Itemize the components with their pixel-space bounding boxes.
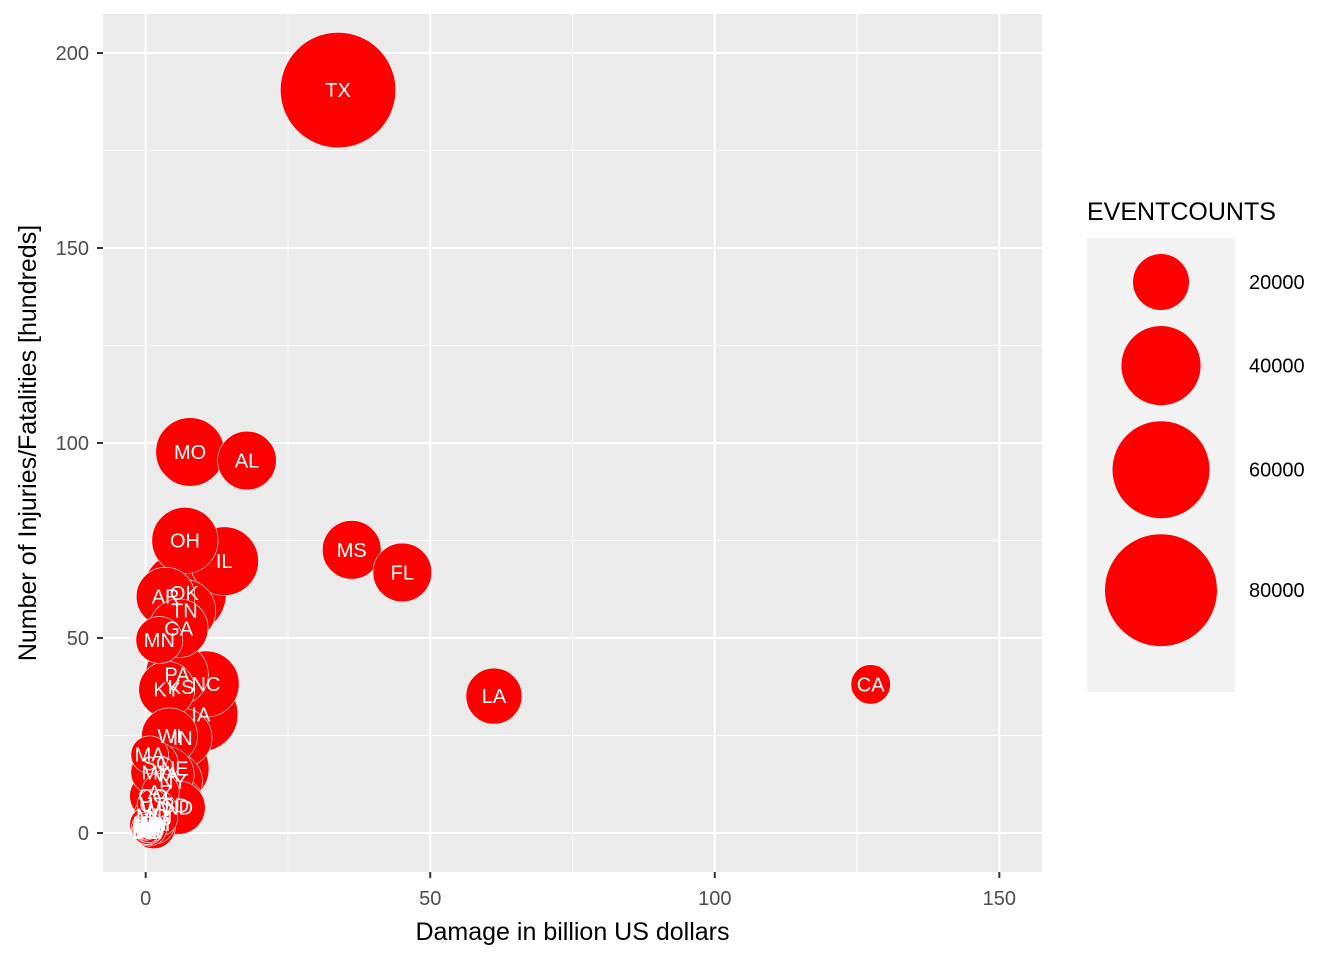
point-label-nv: NV xyxy=(139,821,167,843)
point-al xyxy=(217,430,277,491)
point-label-sd: SD xyxy=(161,796,189,818)
point-label-va: VA xyxy=(154,765,180,787)
legend-key-40000 xyxy=(1121,326,1201,406)
point-label-me: ME xyxy=(132,814,162,836)
point-label-tn: TN xyxy=(171,601,198,623)
legend-key-60000 xyxy=(1112,421,1210,519)
point-label-mn: MN xyxy=(144,630,175,652)
point-label-hi: HI xyxy=(137,821,157,843)
point-label-wv: WV xyxy=(142,799,175,821)
point-label-nd: ND xyxy=(164,798,193,820)
legend-key-20000 xyxy=(1133,254,1189,310)
point-label-ut: UT xyxy=(139,795,166,817)
y-tick-label: 100 xyxy=(56,433,89,455)
point-tx xyxy=(280,32,397,149)
x-tick-label: 100 xyxy=(698,888,731,910)
point-label-ne: NE xyxy=(161,759,189,781)
y-tick-label: 200 xyxy=(56,43,89,65)
legend: EVENTCOUNTS 20000 40000 60000 80000 xyxy=(1087,198,1305,692)
major-gridlines xyxy=(103,14,1042,872)
x-tick-label: 150 xyxy=(983,888,1016,910)
y-tick-label: 50 xyxy=(67,628,89,650)
point-label-ky: KY xyxy=(153,679,180,701)
point-label-sc: SC xyxy=(143,754,171,776)
point-label-mt: MT xyxy=(139,817,168,839)
point-label-ga: GA xyxy=(164,618,194,640)
point-mn xyxy=(135,616,184,664)
point-label-ri: RI xyxy=(136,822,156,844)
point-label-fl: FL xyxy=(391,562,414,584)
legend-items: 20000 40000 60000 80000 xyxy=(1105,254,1305,647)
point-dc xyxy=(140,826,153,839)
point-label-ok: OK xyxy=(170,583,200,605)
point-label-ms: MS xyxy=(337,540,367,562)
y-tick-label: 0 xyxy=(78,823,89,845)
point-label-wa: WA xyxy=(134,813,166,835)
point-label-ca: CA xyxy=(857,674,885,696)
x-tick-label: 50 xyxy=(419,888,441,910)
point-fl xyxy=(372,542,433,603)
legend-key-80000 xyxy=(1105,534,1217,647)
point-label-tx: TX xyxy=(325,80,351,102)
x-axis: 0 50 100 150 xyxy=(140,872,1016,910)
legend-label-20000: 20000 xyxy=(1249,272,1305,294)
point-label-oh: OH xyxy=(170,531,200,553)
y-tick-label: 150 xyxy=(56,238,89,260)
point-label-co: CO xyxy=(138,786,168,808)
point-label-ak: AK xyxy=(135,822,162,844)
point-label-ny: NY xyxy=(159,772,187,794)
point-label-pa: PA xyxy=(164,664,190,686)
point-label-nc: NC xyxy=(192,674,221,696)
point-label-nm: NM xyxy=(139,814,170,836)
point-label-mo: MO xyxy=(174,442,206,464)
point-label-ks: KS xyxy=(168,677,195,699)
legend-title: EVENTCOUNTS xyxy=(1087,198,1276,226)
point-label-ma: MA xyxy=(135,745,166,767)
x-tick-label: 0 xyxy=(140,888,151,910)
x-axis-title: Damage in billion US dollars xyxy=(415,918,729,946)
y-axis-title: Number of Injuries/Fatalities [hundreds] xyxy=(14,225,42,661)
point-label-az: AZ xyxy=(148,782,174,804)
point-label-in: IN xyxy=(173,728,193,750)
data-points xyxy=(129,32,891,850)
point-label-or: OR xyxy=(134,817,164,839)
point-label-id: ID xyxy=(138,819,158,841)
point-oh xyxy=(151,507,219,574)
point-label-nj: NJ xyxy=(148,808,172,830)
point-ms xyxy=(322,520,382,580)
point-label-la: LA xyxy=(482,686,507,708)
point-label-ia: IA xyxy=(191,704,211,726)
point-label-vt: VT xyxy=(134,820,160,842)
point-label-nh: NH xyxy=(132,820,161,842)
point-label-il: IL xyxy=(216,551,233,573)
point-la xyxy=(465,667,523,725)
point-label-md: MD xyxy=(136,805,167,827)
point-label-de: DE xyxy=(132,821,160,843)
legend-label-40000: 40000 xyxy=(1249,356,1305,378)
point-label-ar: AR xyxy=(152,587,180,609)
point-label-ct: CT xyxy=(135,819,162,841)
point-ma xyxy=(130,735,169,774)
point-label-mi: MI xyxy=(141,763,163,785)
point-label-dc: DC xyxy=(132,822,161,844)
legend-label-60000: 60000 xyxy=(1249,460,1305,482)
point-label-wy: WY xyxy=(133,818,165,840)
point-label-wi: WI xyxy=(157,726,181,748)
point-ca xyxy=(850,664,891,705)
point-label-al: AL xyxy=(235,451,259,473)
legend-label-80000: 80000 xyxy=(1249,580,1305,602)
y-axis: 0 50 100 150 200 xyxy=(56,43,103,845)
